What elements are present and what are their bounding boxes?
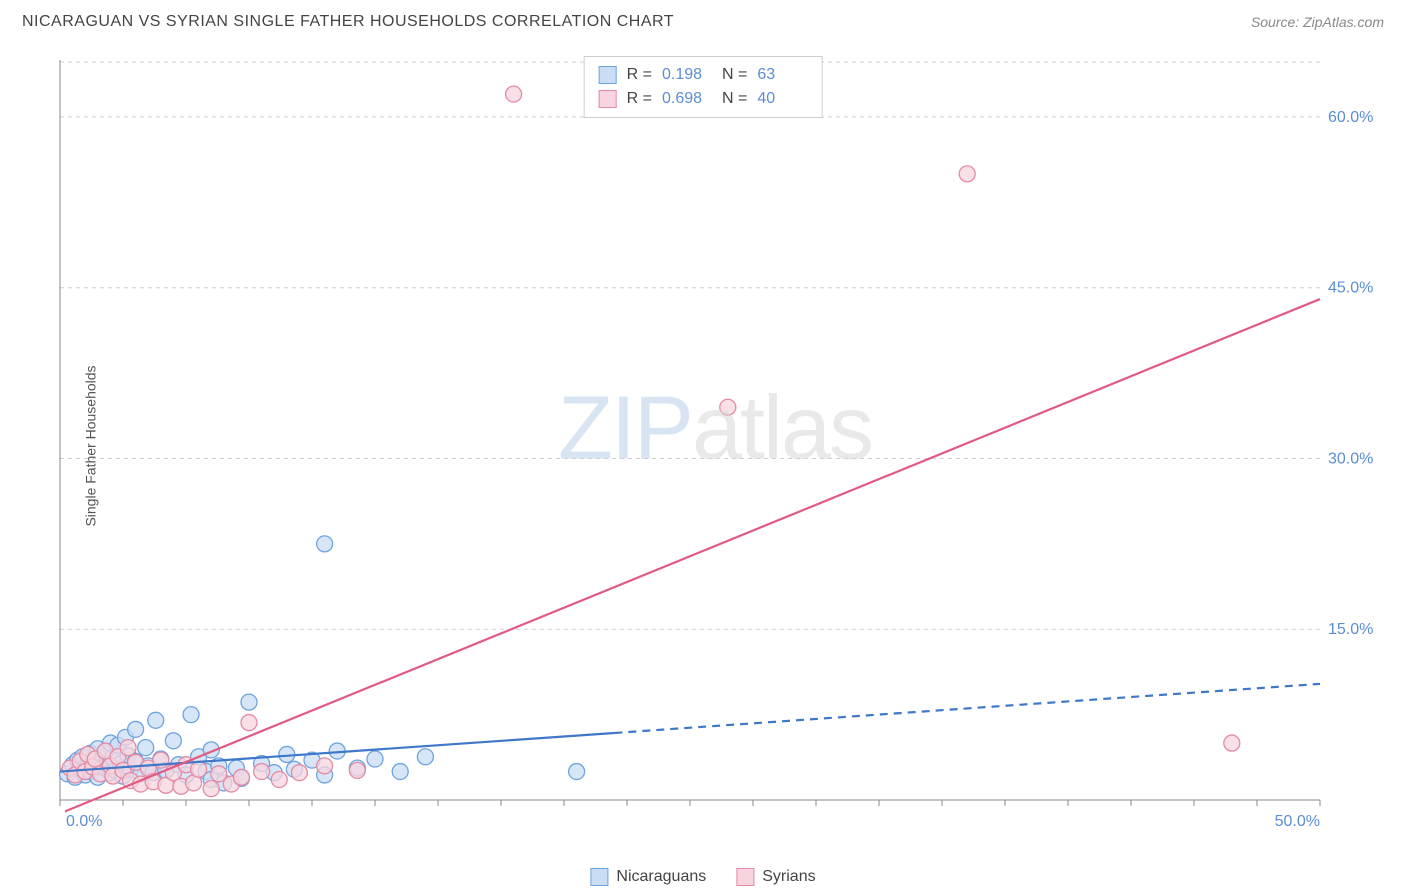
svg-text:15.0%: 15.0% [1328,621,1373,638]
bottom-swatch-nicaraguans [590,868,608,886]
legend-swatch-syrians [599,90,617,108]
stat-r-label: R = [627,87,652,111]
stat-n-label: N = [722,87,747,111]
legend-stats-box: R = 0.198 N = 63 R = 0.698 N = 40 [584,56,823,118]
scatter-plot-svg: 15.0% 30.0% 45.0% 60.0% 0.0% 50.0% [50,50,1380,840]
source-label: Source: ZipAtlas.com [1251,14,1384,30]
legend-stats-row-0: R = 0.198 N = 63 [599,63,808,87]
stat-n-label: N = [722,63,747,87]
svg-text:50.0%: 50.0% [1275,813,1320,830]
legend-swatch-nicaraguans [599,66,617,84]
chart-title: NICARAGUAN VS SYRIAN SINGLE FATHER HOUSE… [22,13,674,31]
chart-header: NICARAGUAN VS SYRIAN SINGLE FATHER HOUSE… [0,0,1406,44]
stat-n-value-1: 40 [757,87,807,111]
bottom-legend-item-0: Nicaraguans [590,868,706,886]
svg-text:0.0%: 0.0% [66,813,102,830]
legend-stats-row-1: R = 0.698 N = 40 [599,87,808,111]
bottom-legend-label-1: Syrians [762,868,815,886]
stat-r-label: R = [627,63,652,87]
stat-n-value-0: 63 [757,63,807,87]
bottom-legend: Nicaraguans Syrians [590,868,815,886]
stat-r-value-1: 0.698 [662,87,712,111]
bottom-legend-item-1: Syrians [736,868,815,886]
bottom-swatch-syrians [736,868,754,886]
plot-area: 15.0%30.0%45.0%60.0%0.0%50.0% ZIPatlas [50,50,1380,840]
svg-text:45.0%: 45.0% [1328,280,1373,297]
stat-r-value-0: 0.198 [662,63,712,87]
svg-text:60.0%: 60.0% [1328,109,1373,126]
svg-text:30.0%: 30.0% [1328,450,1373,467]
bottom-legend-label-0: Nicaraguans [616,868,706,886]
